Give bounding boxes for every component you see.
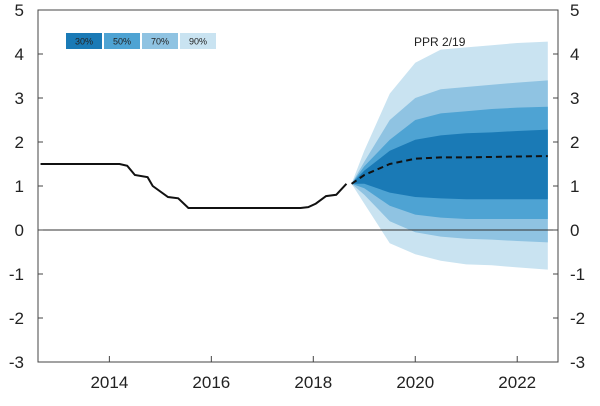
x-tick-label: 2016 bbox=[192, 373, 230, 392]
forecast-median-line bbox=[350, 155, 548, 185]
legend-swatch-70pct bbox=[142, 33, 178, 49]
history-line bbox=[40, 163, 348, 209]
y-tick-label-left: 1 bbox=[15, 177, 24, 196]
legend-swatch-30pct bbox=[66, 33, 102, 49]
y-tick-label-right: 0 bbox=[570, 221, 579, 240]
y-tick-label-left: 2 bbox=[15, 133, 24, 152]
y-tick-label-right: -1 bbox=[570, 265, 585, 284]
y-tick-label-right: -3 bbox=[570, 353, 585, 372]
legend-label-50pct: 50% bbox=[113, 37, 131, 47]
y-tick-label-left: 5 bbox=[15, 1, 24, 20]
y-tick-label-left: 4 bbox=[15, 45, 24, 64]
x-tick-label: 2020 bbox=[396, 373, 434, 392]
y-tick-label-right: 4 bbox=[570, 45, 579, 64]
y-tick-label-right: 1 bbox=[570, 177, 579, 196]
x-tick-label: 2022 bbox=[498, 373, 536, 392]
axes: -3 -3 -2 -2 -1 -1 0 0 1 1 2 2 3 3 4 4 5 5 2014 2016 2018 2020… bbox=[9, 1, 585, 392]
legend-label-70pct: 70% bbox=[151, 37, 169, 47]
legend-label-30pct: 30% bbox=[75, 37, 93, 47]
y-tick-label-right: 2 bbox=[570, 133, 579, 152]
x-tick-label: 2014 bbox=[90, 373, 128, 392]
y-tick-label-right: -2 bbox=[570, 309, 585, 328]
legend-label-90pct: 90% bbox=[189, 37, 207, 47]
forecast-bands bbox=[351, 41, 548, 270]
y-tick-label-right: 3 bbox=[570, 89, 579, 108]
legend-swatch-90pct bbox=[180, 33, 216, 49]
legend-swatch-50pct bbox=[104, 33, 140, 49]
y-tick-label-left: -2 bbox=[9, 309, 24, 328]
forecast-annotation: PPR 2/19 bbox=[414, 35, 466, 49]
y-tick-label-left: -3 bbox=[9, 353, 24, 372]
band-30pct bbox=[351, 129, 548, 200]
y-tick-label-left: -1 bbox=[9, 265, 24, 284]
y-tick-label-right: 5 bbox=[570, 1, 579, 20]
y-tick-label-left: 3 bbox=[15, 89, 24, 108]
policy-rate-lines bbox=[40, 155, 548, 209]
x-tick-label: 2018 bbox=[294, 373, 332, 392]
legend: 30% 50% 70% 90% bbox=[66, 33, 216, 49]
y-tick-label-left: 0 bbox=[15, 221, 24, 240]
